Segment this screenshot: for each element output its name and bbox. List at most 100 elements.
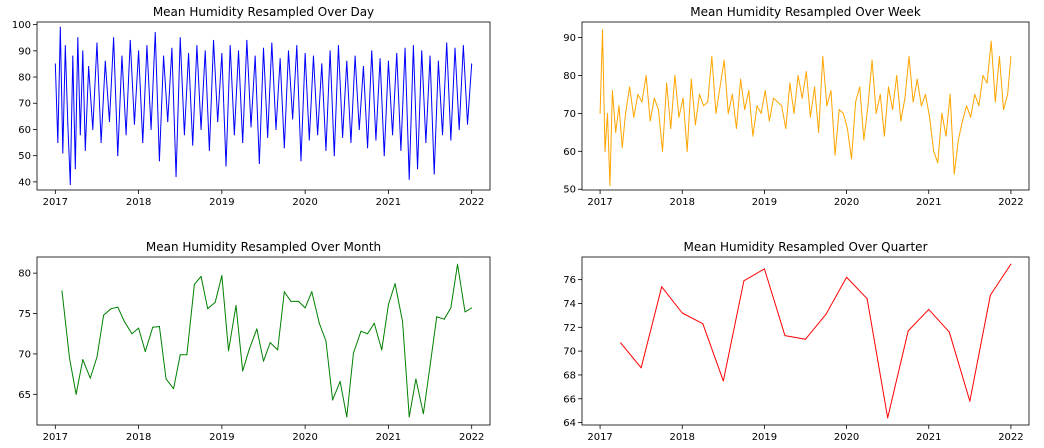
data-point [110, 308, 112, 310]
data-point [678, 116, 680, 118]
y-tick-label: 76 [563, 275, 576, 286]
data-point [974, 93, 976, 95]
x-tick-label: 2018 [126, 432, 151, 443]
data-point [825, 313, 827, 315]
x-tick-label: 2020 [292, 432, 317, 443]
data-point [838, 109, 840, 111]
data-point [620, 342, 622, 344]
data-point [379, 58, 381, 60]
data-point [941, 112, 943, 114]
data-point [657, 109, 659, 111]
data-point [602, 29, 604, 31]
data-point [179, 37, 181, 39]
data-point [425, 142, 427, 144]
data-point [96, 356, 98, 358]
data-point [193, 283, 195, 285]
data-point [61, 290, 63, 292]
data-point [207, 308, 209, 310]
data-point [383, 155, 385, 157]
data-point [681, 312, 683, 314]
data-point [690, 78, 692, 80]
data-point [1010, 263, 1012, 265]
data-point [179, 354, 181, 356]
data-point [454, 47, 456, 49]
data-point [346, 416, 348, 418]
data-point [412, 45, 414, 47]
data-point [450, 307, 452, 309]
data-point [666, 82, 668, 84]
data-point [69, 184, 71, 185]
data-point [702, 323, 704, 325]
data-point [82, 50, 84, 52]
data-point [875, 112, 877, 114]
data-point [805, 338, 806, 340]
data-point [321, 63, 323, 65]
data-point [785, 128, 787, 130]
data-point [88, 66, 90, 68]
y-tick-label: 80 [563, 71, 576, 82]
data-point [957, 139, 959, 141]
data-point [213, 39, 215, 41]
data-point [618, 105, 620, 107]
subplot-4: Mean Humidity Resampled Over Quarter 2017… [563, 240, 1030, 443]
data-point [471, 307, 473, 309]
data-point [325, 340, 327, 342]
data-point [367, 147, 369, 149]
y-tick-label: 50 [18, 151, 31, 162]
data-point [154, 31, 156, 33]
data-point [966, 105, 968, 107]
data-point [296, 45, 298, 47]
data-point [339, 380, 341, 382]
data-point [250, 126, 252, 128]
series-line [599, 29, 1012, 186]
data-point [764, 90, 766, 92]
data-point [462, 45, 464, 47]
data-point [633, 116, 635, 118]
data-point [82, 359, 84, 361]
data-point [337, 45, 339, 47]
data-point [318, 322, 320, 324]
data-point [186, 354, 188, 356]
data-point [123, 321, 125, 323]
data-point [768, 120, 770, 122]
data-point [887, 417, 889, 419]
data-point [332, 399, 334, 401]
data-point [158, 325, 160, 327]
data-point [421, 50, 423, 52]
data-point [727, 112, 729, 114]
data-point [258, 163, 260, 165]
data-point [929, 116, 931, 118]
data-point [238, 50, 240, 52]
data-point [74, 168, 76, 170]
y-tick-label: 100 [12, 20, 31, 31]
data-point [859, 86, 861, 88]
data-point [221, 52, 223, 54]
x-tick-label: 2022 [459, 197, 484, 208]
data-point [113, 37, 115, 39]
data-point [367, 333, 369, 335]
data-point [637, 93, 639, 95]
data-point [246, 39, 248, 41]
data-point [387, 60, 389, 62]
data-point [896, 74, 898, 76]
data-point [674, 74, 676, 76]
data-point [342, 136, 344, 138]
data-point [989, 294, 991, 296]
data-point [214, 301, 216, 303]
data-point [686, 150, 688, 152]
data-point [978, 105, 980, 107]
data-point [752, 135, 754, 137]
x-tick-label: 2022 [998, 432, 1023, 443]
y-tick-label: 60 [18, 125, 31, 136]
data-point [392, 134, 394, 136]
data-point [649, 120, 651, 122]
data-point [464, 311, 466, 313]
x-tick-label: 2021 [916, 432, 941, 443]
y-tick-label: 66 [563, 394, 576, 405]
y-tick-label: 70 [563, 347, 576, 358]
data-point [415, 378, 417, 380]
subplot-2: Mean Humidity Resampled Over Week 2017 201… [563, 5, 1030, 208]
data-point [629, 86, 631, 88]
data-point [346, 60, 348, 62]
data-point [793, 112, 795, 114]
